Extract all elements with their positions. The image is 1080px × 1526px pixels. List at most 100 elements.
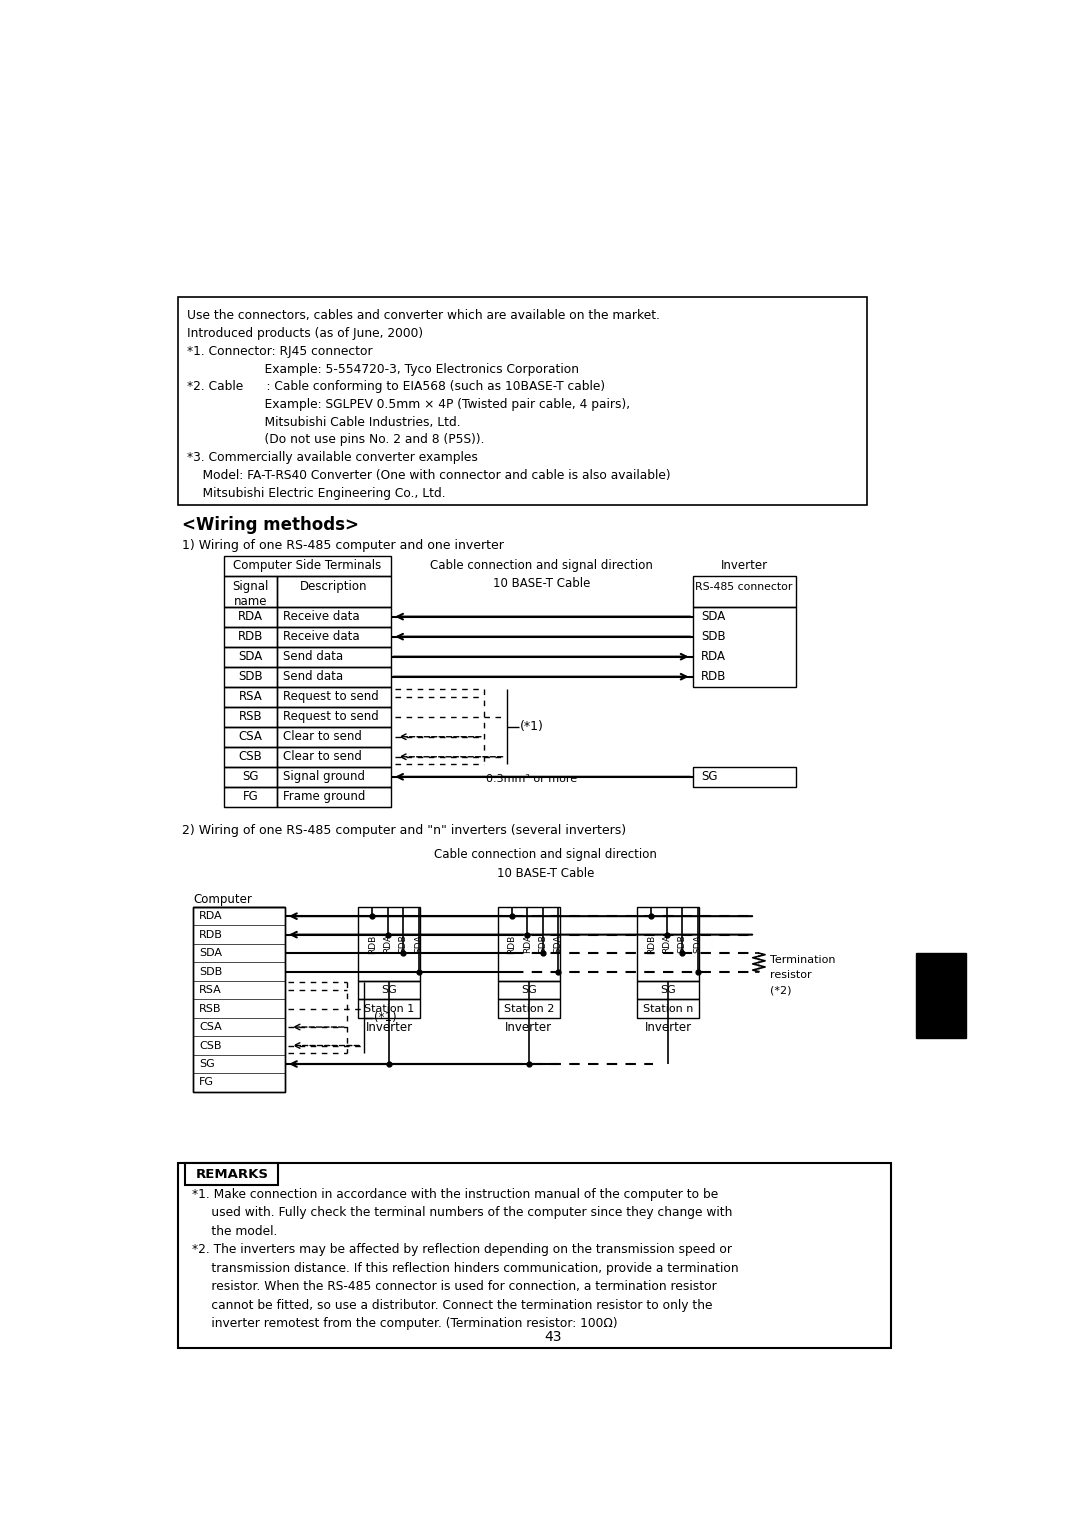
Bar (225, 707, 276, 726)
Text: SG: SG (701, 771, 717, 783)
Text: *2. Cable      : Cable conforming to EIA568 (such as 10BASE-T cable): *2. Cable : Cable conforming to EIA568 (… (187, 380, 605, 394)
Text: Send data: Send data (283, 650, 343, 664)
Text: Request to send: Request to send (283, 690, 379, 703)
Text: Station 1: Station 1 (364, 1004, 415, 1013)
Bar (637, 1000, 699, 1018)
Text: SG: SG (660, 986, 676, 995)
Text: FG: FG (243, 790, 258, 803)
Text: Receive data: Receive data (283, 630, 360, 642)
Text: SDA: SDA (554, 934, 563, 954)
Text: the model.: the model. (191, 1225, 276, 1238)
Text: Inverter: Inverter (366, 1021, 413, 1035)
Bar (276, 766, 391, 787)
Text: 10 BASE-T Cable: 10 BASE-T Cable (497, 867, 594, 881)
Text: SDB: SDB (399, 934, 407, 954)
Bar (498, 906, 559, 981)
Text: Example: 5-554720-3, Tyco Electronics Corporation: Example: 5-554720-3, Tyco Electronics Co… (187, 363, 579, 375)
Text: RSA: RSA (200, 986, 222, 995)
Text: Inverter: Inverter (720, 559, 768, 572)
Bar (276, 607, 391, 627)
Text: 1) Wiring of one RS-485 computer and one inverter: 1) Wiring of one RS-485 computer and one… (181, 539, 503, 552)
Text: RDB: RDB (200, 929, 224, 940)
Text: cannot be fitted, so use a distributor. Connect the termination resistor to only: cannot be fitted, so use a distributor. … (191, 1299, 712, 1312)
Text: *1. Make connection in accordance with the instruction manual of the computer to: *1. Make connection in accordance with t… (191, 1187, 718, 1201)
Text: (*1): (*1) (519, 720, 543, 732)
Text: <Wiring methods>: <Wiring methods> (181, 516, 359, 534)
Text: SDA: SDA (701, 610, 725, 623)
Text: SDA: SDA (200, 948, 222, 958)
Text: RSB: RSB (200, 1004, 221, 1013)
Text: CSB: CSB (200, 1041, 221, 1050)
Text: Signal
name: Signal name (232, 580, 269, 609)
Bar (637, 981, 699, 1000)
Text: Description: Description (299, 580, 367, 594)
Text: Request to send: Request to send (283, 710, 379, 723)
Text: *2. The inverters may be affected by reflection depending on the transmission sp: *2. The inverters may be affected by ref… (191, 1244, 731, 1256)
Text: 10 BASE-T Cable: 10 BASE-T Cable (494, 577, 591, 591)
Text: (*2): (*2) (770, 986, 792, 995)
Bar (276, 726, 391, 746)
Bar (637, 906, 699, 981)
Bar (225, 555, 391, 575)
Text: RDB: RDB (647, 934, 656, 954)
Text: 0.3mm² or more: 0.3mm² or more (486, 774, 577, 784)
Bar (225, 766, 276, 787)
Bar (225, 787, 276, 807)
Text: RDB: RDB (367, 934, 377, 954)
Text: *3. Commercially available converter examples: *3. Commercially available converter exa… (187, 452, 477, 464)
Bar (359, 906, 420, 981)
Text: Introduced products (as of June, 2000): Introduced products (as of June, 2000) (187, 327, 423, 340)
Text: *1. Connector: RJ45 connector: *1. Connector: RJ45 connector (187, 345, 373, 357)
Bar (225, 647, 276, 667)
Bar (225, 575, 276, 607)
Text: SDA: SDA (693, 934, 702, 954)
Text: RDB: RDB (508, 934, 516, 954)
Bar (276, 627, 391, 647)
Bar (693, 575, 796, 607)
Text: Inverter: Inverter (505, 1021, 552, 1035)
Text: resistor. When the RS-485 connector is used for connection, a termination resist: resistor. When the RS-485 connector is u… (191, 1280, 716, 1294)
Bar (693, 766, 796, 787)
Bar (359, 1000, 420, 1018)
Text: (*1): (*1) (375, 1012, 397, 1024)
Text: CSA: CSA (200, 1022, 222, 1032)
Bar (276, 687, 391, 707)
Text: SG: SG (381, 986, 397, 995)
Text: Station 2: Station 2 (503, 1004, 554, 1013)
Bar (359, 981, 420, 1000)
Text: SDA: SDA (239, 650, 262, 664)
Text: used with. Fully check the terminal numbers of the computer since they change wi: used with. Fully check the terminal numb… (191, 1207, 732, 1219)
Text: RS-485 connector: RS-485 connector (696, 581, 793, 592)
Text: Example: SGLPEV 0.5mm × 4P (Twisted pair cable, 4 pairs),: Example: SGLPEV 0.5mm × 4P (Twisted pair… (187, 398, 630, 410)
Text: SG: SG (242, 771, 259, 783)
Text: RDB: RDB (238, 630, 264, 642)
Text: inverter remotest from the computer. (Termination resistor: 100Ω): inverter remotest from the computer. (Te… (191, 1317, 617, 1331)
Text: (Do not use pins No. 2 and 8 (P5S)).: (Do not use pins No. 2 and 8 (P5S)). (187, 433, 485, 447)
Text: Termination: Termination (770, 955, 835, 964)
Text: Computer: Computer (193, 893, 252, 906)
Bar (193, 906, 284, 1091)
Text: RDA: RDA (523, 934, 531, 954)
Bar (276, 647, 391, 667)
Text: Station n: Station n (643, 1004, 693, 1013)
Text: RDA: RDA (383, 934, 392, 954)
Bar (916, 954, 966, 1038)
Bar (177, 298, 867, 505)
Text: RDB: RDB (701, 670, 726, 684)
Text: RSB: RSB (239, 710, 262, 723)
Text: SDB: SDB (239, 670, 262, 684)
Text: FG: FG (200, 1077, 214, 1088)
Bar (498, 981, 559, 1000)
Text: SDB: SDB (538, 934, 548, 954)
Text: Cable connection and signal direction: Cable connection and signal direction (431, 559, 653, 572)
Bar (225, 627, 276, 647)
Text: SG: SG (521, 986, 537, 995)
Text: SDB: SDB (701, 630, 726, 642)
Bar (225, 726, 276, 746)
Bar (276, 707, 391, 726)
Text: 2) Wiring of one RS-485 computer and "n" inverters (several inverters): 2) Wiring of one RS-485 computer and "n"… (181, 824, 625, 836)
Bar (225, 667, 276, 687)
Text: RDA: RDA (701, 650, 726, 664)
Bar (225, 687, 276, 707)
Text: RDA: RDA (200, 911, 222, 922)
